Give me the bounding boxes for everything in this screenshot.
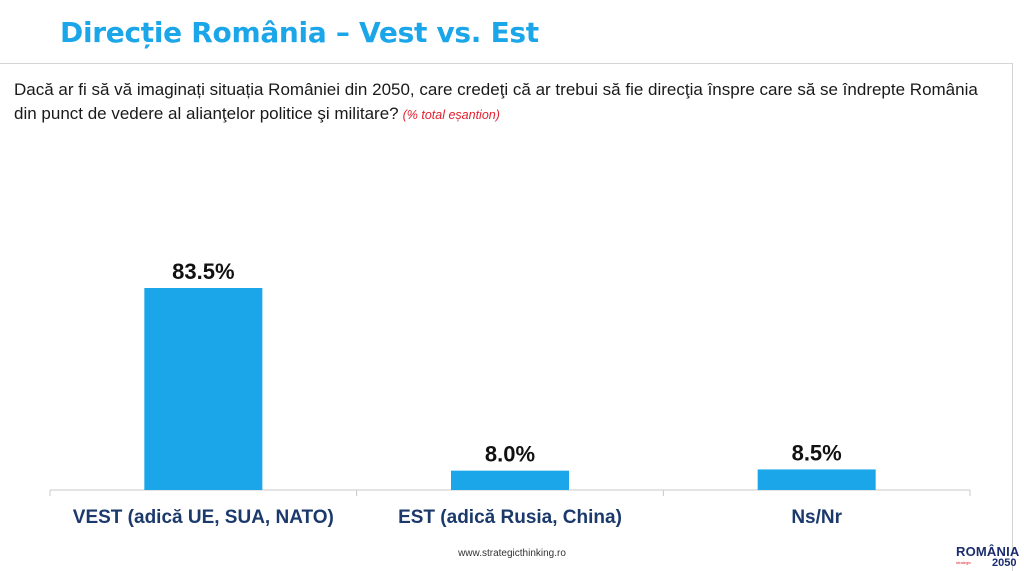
sample-note: (% total eșantion) — [402, 108, 500, 122]
logo-year: 2050 — [992, 557, 1017, 569]
logo-subtitle: strategic — [956, 560, 972, 565]
chart-layer: 83.5% VEST (adică UE, SUA, NATO) 8.0% EST (… — [49, 259, 971, 528]
bar — [451, 470, 569, 490]
bar — [144, 288, 263, 490]
x-tick-label: EST (adică Rusia, China) — [398, 507, 622, 528]
frame-divider-right — [1012, 63, 1013, 571]
bar — [757, 469, 876, 490]
page-title: Direcție România – Vest vs. Est — [60, 16, 539, 49]
title-band — [0, 0, 1024, 64]
survey-question: Dacă ar fi să vă imaginați situația Româ… — [14, 78, 1004, 127]
bar-value-label: 83.5% — [172, 259, 234, 284]
x-tick-label: VEST (adică UE, SUA, NATO) — [73, 507, 334, 528]
x-tick-label: Ns/Nr — [791, 507, 842, 528]
bar-value-label: 8.0% — [485, 442, 535, 467]
bar-chart: 83.5% VEST (adică UE, SUA, NATO) 8.0% EST (… — [49, 259, 971, 528]
logo-wordmark: ROMÂNIA — [956, 544, 1020, 559]
footer-url[interactable]: www.strategicthinking.ro — [458, 548, 566, 559]
question-text: Dacă ar fi să vă imaginați situația Româ… — [14, 80, 978, 123]
frame-divider-top — [0, 63, 1012, 64]
bar-value-label: 8.5% — [792, 440, 842, 465]
romania-2050-logo: ROMÂNIA strategic 2050 — [956, 544, 1020, 569]
